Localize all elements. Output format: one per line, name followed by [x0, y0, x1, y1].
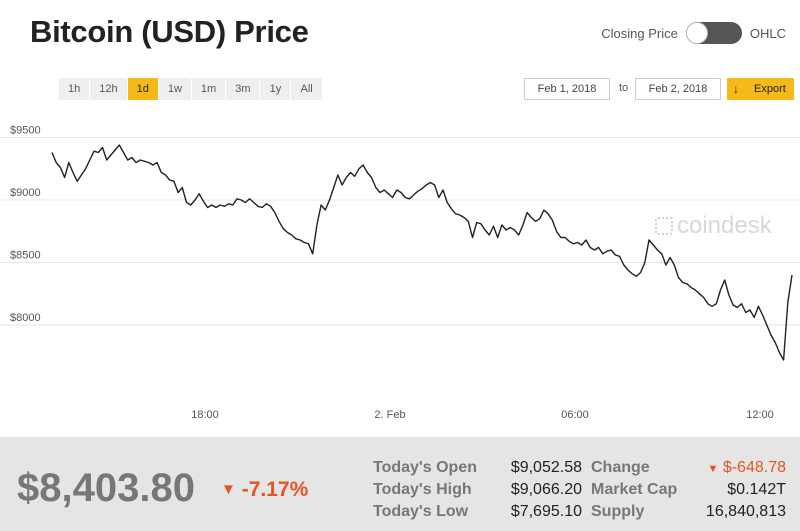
y-tick-label: $9500 — [10, 125, 41, 137]
chart-mode-toggle-group: Closing Price OHLC — [601, 22, 786, 44]
x-tick-label: 2. Feb — [374, 409, 405, 421]
page-title: Bitcoin (USD) Price — [30, 14, 309, 49]
range-button-1d[interactable]: 1d — [127, 78, 158, 100]
watermark-text: coindesk — [677, 212, 772, 239]
price-chart[interactable]: $9500 $9000 $8500 $8000 18:00 2. Feb 06:00 12:… — [0, 100, 800, 430]
closing-price-label: Closing Price — [601, 25, 678, 41]
stat-label-change: Change — [591, 459, 650, 476]
percent-change-value: -7.17% — [241, 478, 309, 501]
down-triangle-icon: ▼ — [221, 481, 236, 498]
export-label: Export — [754, 83, 786, 95]
y-tick-label: $9000 — [10, 187, 41, 199]
change-down-icon: ▼ — [707, 463, 719, 475]
time-range-bar: 1h 12h 1d 1w 1m 3m 1y All — [59, 78, 322, 100]
download-arrow-icon: ↓ — [733, 82, 739, 96]
range-button-1y[interactable]: 1y — [260, 78, 291, 100]
chart-mode-toggle[interactable] — [685, 22, 742, 44]
export-button[interactable]: ↓ Export — [727, 78, 794, 100]
y-tick-label: $8000 — [10, 312, 41, 324]
coindesk-logo-icon — [655, 217, 673, 235]
range-button-all[interactable]: All — [291, 78, 322, 100]
stat-value-low: $7,695.10 — [510, 503, 582, 520]
stat-label-open: Today's Open — [373, 459, 477, 476]
coindesk-watermark: coindesk — [655, 212, 772, 240]
stat-value-change: ▼ $-648.78 — [707, 459, 786, 477]
stat-value-change-text: $-648.78 — [722, 459, 786, 476]
stat-value-supply: 16,840,813 — [705, 503, 786, 520]
date-from-input[interactable]: Feb 1, 2018 — [524, 78, 610, 100]
stat-value-open: $9,052.58 — [510, 459, 582, 476]
date-to-input[interactable]: Feb 2, 2018 — [635, 78, 721, 100]
range-button-1w[interactable]: 1w — [158, 78, 191, 100]
x-tick-label: 18:00 — [191, 409, 219, 421]
percent-change: ▼ -7.17% — [221, 478, 308, 502]
range-button-1h[interactable]: 1h — [59, 78, 90, 100]
stat-label-low: Today's Low — [373, 503, 469, 520]
ohlc-label: OHLC — [749, 25, 786, 41]
current-price: $8,403.80 — [17, 466, 195, 510]
price-chart-svg: $9500 $9000 $8500 $8000 18:00 2. Feb 06:00 12:… — [0, 125, 800, 421]
stat-label-supply: Supply — [591, 503, 645, 520]
stat-label-marketcap: Market Cap — [591, 481, 678, 498]
stat-value-high: $9,066.20 — [510, 481, 582, 498]
stat-label-high: Today's High — [373, 481, 472, 498]
range-button-1m[interactable]: 1m — [191, 78, 226, 100]
toggle-knob[interactable] — [685, 22, 708, 44]
x-tick-label: 06:00 — [561, 409, 589, 421]
y-tick-label: $8500 — [10, 250, 41, 262]
range-button-12h[interactable]: 12h — [90, 78, 127, 100]
price-series-line — [51, 144, 793, 361]
stat-value-marketcap: $0.142T — [727, 481, 786, 498]
range-button-3m[interactable]: 3m — [226, 78, 260, 100]
x-tick-label: 12:00 — [746, 409, 774, 421]
date-to-separator: to — [619, 82, 629, 94]
stats-panel — [0, 437, 800, 531]
